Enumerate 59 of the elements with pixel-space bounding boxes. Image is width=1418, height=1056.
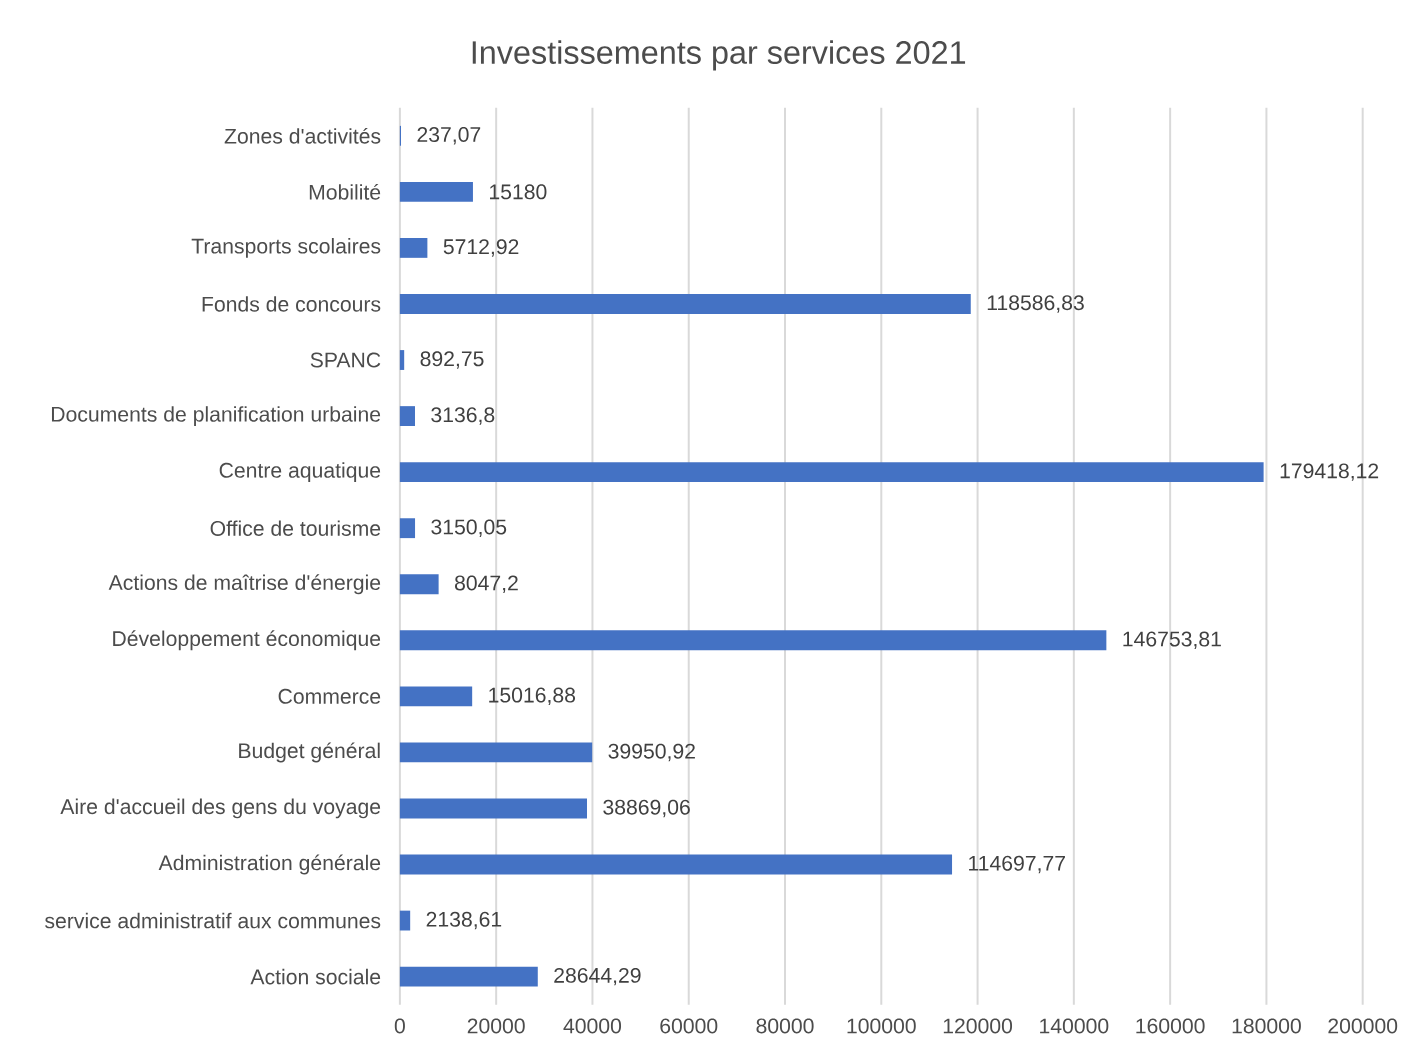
bar [399, 910, 411, 931]
data-label: 114697,77 [969, 855, 1065, 874]
y-tick-label: Administration générale [158, 854, 381, 875]
y-tick-label: Développement économique [113, 630, 381, 651]
data-label: 15016,88 [489, 687, 576, 706]
x-tick-label: 0 [394, 1018, 405, 1034]
x-tick-label: 20000 [467, 1018, 525, 1034]
y-tick-label: Action sociale [250, 968, 381, 985]
data-label: 2138,61 [426, 911, 502, 930]
bar [399, 462, 1264, 483]
bar [399, 966, 538, 987]
bar [399, 294, 971, 315]
bar [399, 238, 428, 258]
x-tick-label: 100000 [847, 1018, 916, 1034]
bar [399, 742, 593, 763]
data-label: 5712,92 [443, 239, 519, 257]
data-label: 15180 [490, 184, 547, 200]
x-tick-label: 40000 [563, 1018, 622, 1034]
y-tick-label: Transports scolaires [191, 238, 381, 258]
data-label: 39950,92 [608, 743, 695, 762]
y-tick-label: Documents de planification urbaine [51, 406, 381, 427]
x-tick-label: 140000 [1040, 1018, 1109, 1034]
data-label: 237,07 [417, 127, 481, 145]
y-tick-label: Actions de maîtrise d'énergie [108, 574, 381, 595]
bar [399, 518, 416, 539]
y-tick-label: Mobilité [309, 184, 381, 200]
x-tick-label: 160000 [1136, 1018, 1205, 1034]
data-label: 38869,06 [603, 799, 690, 818]
y-tick-label: Commerce [278, 689, 381, 704]
bar [399, 574, 439, 595]
data-label: 8047,2 [455, 575, 518, 594]
x-tick-label: 200000 [1328, 1018, 1398, 1034]
y-tick-label: SPANC [310, 352, 381, 368]
data-label: 179418,12 [1280, 463, 1379, 482]
bar [399, 630, 1107, 651]
bar [399, 182, 473, 202]
x-tick-label: 60000 [660, 1018, 718, 1034]
y-tick-label: Zones d'activités [224, 128, 381, 144]
bar [399, 406, 415, 427]
data-label: 118586,83 [987, 295, 1084, 313]
data-label: 892,75 [420, 351, 484, 369]
data-label: 28644,29 [554, 968, 641, 986]
x-tick-label: 180000 [1232, 1018, 1301, 1034]
data-label: 3136,8 [431, 407, 495, 425]
y-tick-label: service administratif aux communes [45, 912, 381, 929]
chart-title: Investissements par services 2021 [472, 40, 966, 71]
bar [399, 350, 405, 371]
y-tick-label: Aire d'accueil des gens du voyage [60, 798, 381, 819]
bar [399, 798, 587, 819]
data-label: 3150,05 [431, 519, 507, 538]
bar [399, 686, 473, 707]
y-tick-label: Budget général [239, 742, 380, 763]
bar [399, 854, 953, 875]
x-tick-label: 120000 [943, 1018, 1013, 1034]
data-label: 146753,81 [1123, 631, 1221, 650]
y-tick-label: Office de tourisme [210, 520, 381, 537]
y-tick-label: Centre aquatique [219, 462, 381, 483]
y-tick-label: Fonds de concours [202, 296, 381, 312]
x-tick-label: 80000 [756, 1018, 814, 1034]
